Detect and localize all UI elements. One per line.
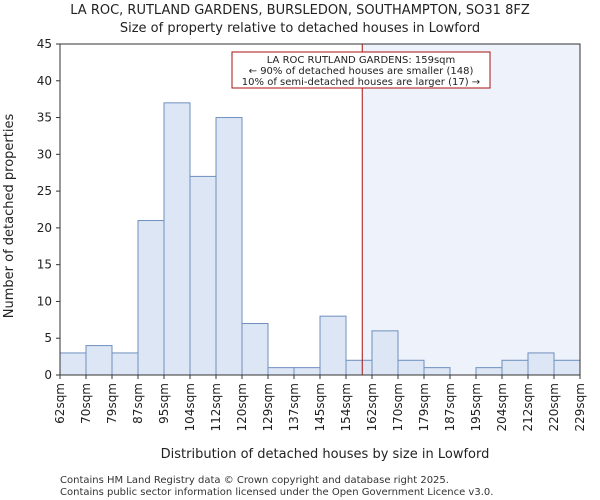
bar-120sqm bbox=[241, 323, 269, 376]
larger-region-fill bbox=[362, 44, 580, 375]
bar-179sqm bbox=[423, 367, 451, 376]
x-tick-label-137sqm: 137sqm bbox=[287, 383, 301, 431]
x-tick-label-170sqm: 170sqm bbox=[391, 383, 405, 431]
y-tick-label-20: 20 bbox=[37, 221, 52, 235]
annotation-line1: LA ROC RUTLAND GARDENS: 159sqm bbox=[267, 55, 456, 66]
x-tick-label-179sqm: 179sqm bbox=[417, 383, 431, 431]
footer-line2: Contains public sector information licen… bbox=[60, 487, 493, 498]
x-tick-label-195sqm: 195sqm bbox=[469, 383, 483, 431]
bar-212sqm bbox=[527, 352, 555, 376]
bar-170sqm bbox=[397, 359, 425, 376]
bar-154sqm bbox=[345, 359, 373, 376]
x-tick-label-220sqm: 220sqm bbox=[547, 383, 561, 431]
x-tick-label-62sqm: 62sqm bbox=[53, 383, 67, 424]
x-tick-label-212sqm: 212sqm bbox=[521, 383, 535, 431]
x-tick-label-112sqm: 112sqm bbox=[209, 383, 223, 431]
annotation-border bbox=[231, 51, 491, 89]
y-tick-label-0: 0 bbox=[44, 368, 52, 382]
x-tick-label-104sqm: 104sqm bbox=[183, 383, 197, 431]
bar-145sqm bbox=[319, 315, 347, 376]
x-tick-label-162sqm: 162sqm bbox=[365, 383, 379, 431]
chart-title-line1: LA ROC, RUTLAND GARDENS, BURSLEDON, SOUT… bbox=[70, 3, 530, 18]
x-tick-label-87sqm: 87sqm bbox=[131, 383, 145, 424]
bar-137sqm bbox=[293, 367, 321, 376]
x-tick-label-154sqm: 154sqm bbox=[339, 383, 353, 431]
y-tick-label-10: 10 bbox=[37, 294, 52, 308]
annotation-line3: 10% of semi-detached houses are larger (… bbox=[242, 77, 480, 88]
x-tick-label-204sqm: 204sqm bbox=[495, 383, 509, 431]
y-axis-label: Number of detached properties bbox=[2, 114, 17, 319]
y-tick-label-25: 25 bbox=[37, 184, 52, 198]
bar-79sqm bbox=[111, 352, 139, 376]
bar-70sqm bbox=[85, 345, 113, 376]
x-tick-label-229sqm: 229sqm bbox=[573, 383, 587, 431]
bar-220sqm bbox=[553, 359, 581, 376]
bar-112sqm bbox=[215, 117, 243, 376]
y-tick-label-15: 15 bbox=[37, 258, 52, 272]
bar-129sqm bbox=[267, 367, 295, 376]
annotation-box: LA ROC RUTLAND GARDENS: 159sqm ← 90% of … bbox=[231, 51, 491, 89]
bars bbox=[59, 102, 581, 376]
bar-95sqm bbox=[163, 102, 191, 376]
y-tick-label-30: 30 bbox=[37, 147, 52, 161]
bar-204sqm bbox=[501, 359, 529, 376]
x-tick-label-95sqm: 95sqm bbox=[157, 383, 171, 424]
bar-87sqm bbox=[137, 220, 165, 376]
y-tick-label-45: 45 bbox=[37, 37, 52, 51]
x-tick-label-70sqm: 70sqm bbox=[79, 383, 93, 424]
larger-region-shade bbox=[362, 44, 580, 375]
x-tick-label-120sqm: 120sqm bbox=[235, 383, 249, 431]
bar-162sqm bbox=[371, 330, 399, 376]
footer-line1: Contains HM Land Registry data © Crown c… bbox=[60, 475, 449, 486]
bar-104sqm bbox=[189, 175, 217, 376]
x-tick-label-129sqm: 129sqm bbox=[261, 383, 275, 431]
x-tick-label-187sqm: 187sqm bbox=[443, 383, 457, 431]
y-tick-label-40: 40 bbox=[37, 74, 52, 88]
bar-195sqm bbox=[475, 367, 503, 376]
chart-title-line2: Size of property relative to detached ho… bbox=[120, 21, 480, 36]
x-axis-label: Distribution of detached houses by size … bbox=[161, 447, 490, 462]
y-tick-label-35: 35 bbox=[37, 111, 52, 125]
x-tick-label-145sqm: 145sqm bbox=[313, 383, 327, 431]
y-tick-label-5: 5 bbox=[44, 331, 52, 345]
y-axis-ticks: 0 5 10 15 20 25 30 35 40 45 bbox=[37, 37, 60, 382]
x-axis-ticks: 62sqm 70sqm 79sqm 87sqm 95sqm 104sqm 112sqm 120… bbox=[53, 375, 587, 431]
x-tick-label-79sqm: 79sqm bbox=[105, 383, 119, 424]
annotation-line2: ← 90% of detached houses are smaller (14… bbox=[249, 66, 474, 77]
bar-62sqm bbox=[59, 352, 87, 376]
